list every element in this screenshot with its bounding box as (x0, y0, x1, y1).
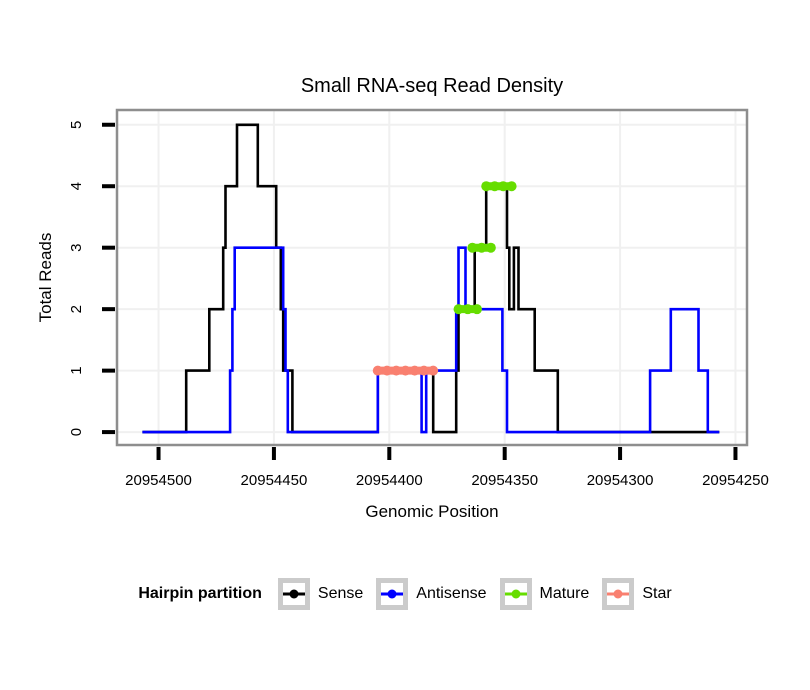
chart-canvas: 20954500 20954450 20954400 20954350 20954300… (36, 75, 769, 521)
partition-marker-mature (462, 304, 473, 315)
legend-item-mature: Mature (499, 578, 590, 610)
x-tick-label: 20954400 (356, 472, 423, 489)
legend-label: Mature (539, 585, 590, 602)
x-axis-label: Genomic Position (365, 502, 498, 521)
legend-items: Sense Antisense Mature Star (277, 578, 672, 610)
legend-key-box (277, 578, 310, 610)
legend-key-glyph (381, 589, 404, 599)
partition-marker-mature (472, 304, 482, 315)
partition-marker-mature (453, 304, 464, 315)
panel-border (115, 108, 749, 447)
legend-key-box (376, 578, 409, 610)
legend-item-sense: Sense (277, 578, 364, 610)
legend-key-box (602, 578, 635, 610)
chart-title: Small RNA-seq Read Density (301, 75, 563, 97)
legend-label: Star (642, 585, 672, 602)
y-tick-label: 5 (68, 121, 85, 129)
x-tick-label: 20954250 (702, 472, 769, 489)
y-tick-label: 1 (68, 366, 85, 374)
partition-marker-mature (485, 242, 496, 253)
legend-key-dot (289, 589, 299, 599)
partition-marker-star (400, 365, 411, 376)
legend-key-glyph (607, 589, 630, 599)
series-star (372, 365, 439, 376)
partition-marker-star (409, 365, 420, 376)
y-tick-label: 2 (68, 305, 85, 313)
series-lines (142, 123, 720, 434)
x-tick-label: 20954300 (587, 472, 654, 489)
legend-key-dot (387, 589, 397, 599)
partition-marker-star (428, 365, 439, 376)
y-axis-label: Total Reads (36, 233, 55, 323)
series-mature (453, 181, 517, 315)
partition-marker-mature (498, 181, 509, 192)
y-tick-label: 0 (68, 428, 85, 436)
axes: 20954500 20954450 20954400 20954350 20954300… (68, 121, 769, 489)
x-tick-label: 20954500 (125, 472, 192, 489)
legend-title: Hairpin partition (138, 585, 262, 602)
legend-key-box (499, 578, 532, 610)
partition-marker-mature (467, 242, 478, 253)
step-line-antisense (142, 246, 720, 434)
legend-key-glyph (504, 589, 527, 599)
x-tick-label: 20954450 (241, 472, 308, 489)
partition-marker-mature (476, 242, 487, 253)
partition-marker-mature (481, 181, 492, 192)
legend-item-antisense: Antisense (376, 578, 487, 610)
partition-marker-mature (506, 181, 517, 192)
partition-marker-mature (489, 181, 500, 192)
legend-label: Sense (317, 585, 364, 602)
legend-key-glyph (282, 589, 305, 599)
legend-item-star: Star (602, 578, 672, 610)
legend-key-dot (613, 589, 623, 599)
partition-marker-star (372, 365, 383, 376)
series-antisense (142, 246, 720, 434)
partition-marker-star (382, 365, 392, 376)
legend: Hairpin partition Sense Antisense Mature St… (0, 578, 810, 610)
legend-key-dot (511, 589, 521, 599)
partition-marker-star (418, 365, 429, 376)
y-tick-label: 3 (68, 244, 85, 252)
legend-label: Antisense (416, 585, 487, 602)
y-tick-label: 4 (68, 182, 85, 190)
partition-marker-star (391, 365, 402, 376)
x-tick-label: 20954350 (471, 472, 538, 489)
